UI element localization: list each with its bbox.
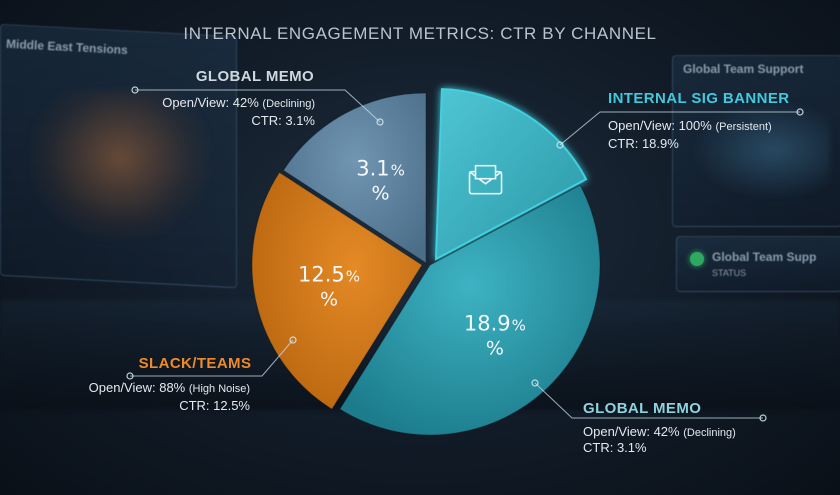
background-map-glow	[30, 90, 210, 240]
slice-unit-label-3: %	[320, 289, 338, 311]
chart-title: INTERNAL ENGAGEMENT METRICS: CTR BY CHAN…	[183, 24, 657, 43]
callout-dot	[531, 379, 539, 387]
pie-slice-4	[282, 92, 427, 264]
callout-ctr: CTR: 12.5%	[179, 398, 250, 413]
background-status-panel	[676, 236, 840, 292]
status-globe-icon	[690, 252, 704, 266]
callout-ctr: CTR: 3.1%	[583, 440, 647, 455]
callout-dot	[759, 414, 767, 422]
slice-value-label-3: 12.5%	[298, 263, 360, 287]
callout-dot	[556, 141, 564, 149]
pie-slice-1	[434, 88, 588, 261]
callout-title: INTERNAL SIG BANNER	[608, 90, 790, 107]
pie-slice-2	[339, 184, 601, 436]
background-monitor-right-title: Global Team Support	[683, 62, 804, 76]
callout-title: GLOBAL MEMO	[583, 400, 701, 417]
background-status-panel-label: STATUS	[712, 268, 747, 278]
callout-leader-line	[559, 111, 800, 146]
callout-dot	[289, 336, 297, 344]
callout-ctr: CTR: 18.9%	[608, 136, 679, 151]
background-monitor-right	[672, 55, 840, 227]
slice-value-label-2: 18.9%	[464, 312, 526, 336]
callout-leader-line	[534, 382, 763, 419]
callout-title: SLACK/TEAMS	[139, 355, 252, 372]
callout-dot	[796, 108, 804, 116]
callout-ctr: CTR: 3.1%	[251, 113, 315, 128]
slice-unit-label-2: %	[486, 338, 504, 360]
callout-dot	[376, 118, 384, 126]
background-map-glow-right	[690, 100, 830, 200]
callout-dot	[126, 372, 134, 380]
callout-open-view: Open/View: 100% (Persistent)	[608, 118, 772, 133]
callout-open-view: Open/View: 88% (High Noise)	[89, 380, 250, 395]
callout-leader-line	[130, 339, 294, 377]
pie-slice-3	[251, 171, 423, 410]
callout-dot	[131, 86, 139, 94]
background-status-panel-title: Global Team Supp	[712, 250, 817, 264]
envelope-icon	[468, 164, 503, 195]
callout-open-view: Open/View: 42% (Declining)	[583, 424, 736, 439]
slice-value-label-4: 3.1%	[356, 156, 405, 180]
slice-unit-label-4: %	[372, 182, 390, 204]
callout-title: GLOBAL MEMO	[196, 68, 314, 85]
callout-leader-line	[135, 89, 381, 123]
callout-open-view: Open/View: 42% (Declining)	[162, 95, 315, 110]
